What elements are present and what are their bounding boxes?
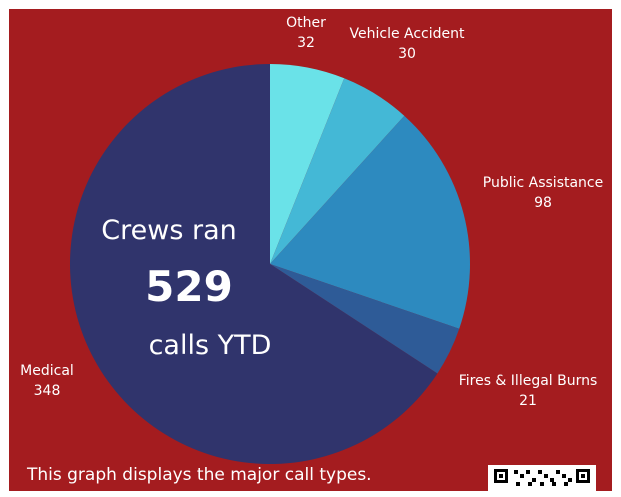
slice-label-name: Medical [20,363,74,379]
pie-slices [69,64,470,464]
qr-code-icon [488,465,596,491]
slice-label-name: Vehicle Accident [350,26,466,42]
center-text-total: 529 [145,262,233,311]
chart-card: Other 32 Vehicle Accident 30 Public Assistan… [9,9,612,491]
slice-label-value: 98 [534,195,552,211]
slice-label-value: 21 [519,393,537,409]
pie-slice-other [270,64,345,264]
pie-slice-vehicle-accident [270,78,405,265]
slice-label-name: Other [286,15,326,31]
slice-label-name: Fires & Illegal Burns [459,373,598,389]
slice-label-name: Public Assistance [483,175,603,191]
slice-label-value: 30 [398,46,416,62]
pie-slice-medical [69,64,438,464]
slice-labels: Other 32 Vehicle Accident 30 Public Assistan… [20,15,603,409]
slice-label-value: 32 [297,35,315,51]
pie-chart: Other 32 Vehicle Accident 30 Public Assistan… [20,15,603,491]
slice-label-value: 348 [34,383,61,399]
center-text-line3: calls YTD [149,330,272,361]
pie-slice-fires-illegal-burns [270,264,460,374]
pie-slice-public-assistance [270,115,470,329]
chart-caption: This graph displays the major call types… [26,465,372,485]
center-text-line1: Crews ran [101,215,236,246]
